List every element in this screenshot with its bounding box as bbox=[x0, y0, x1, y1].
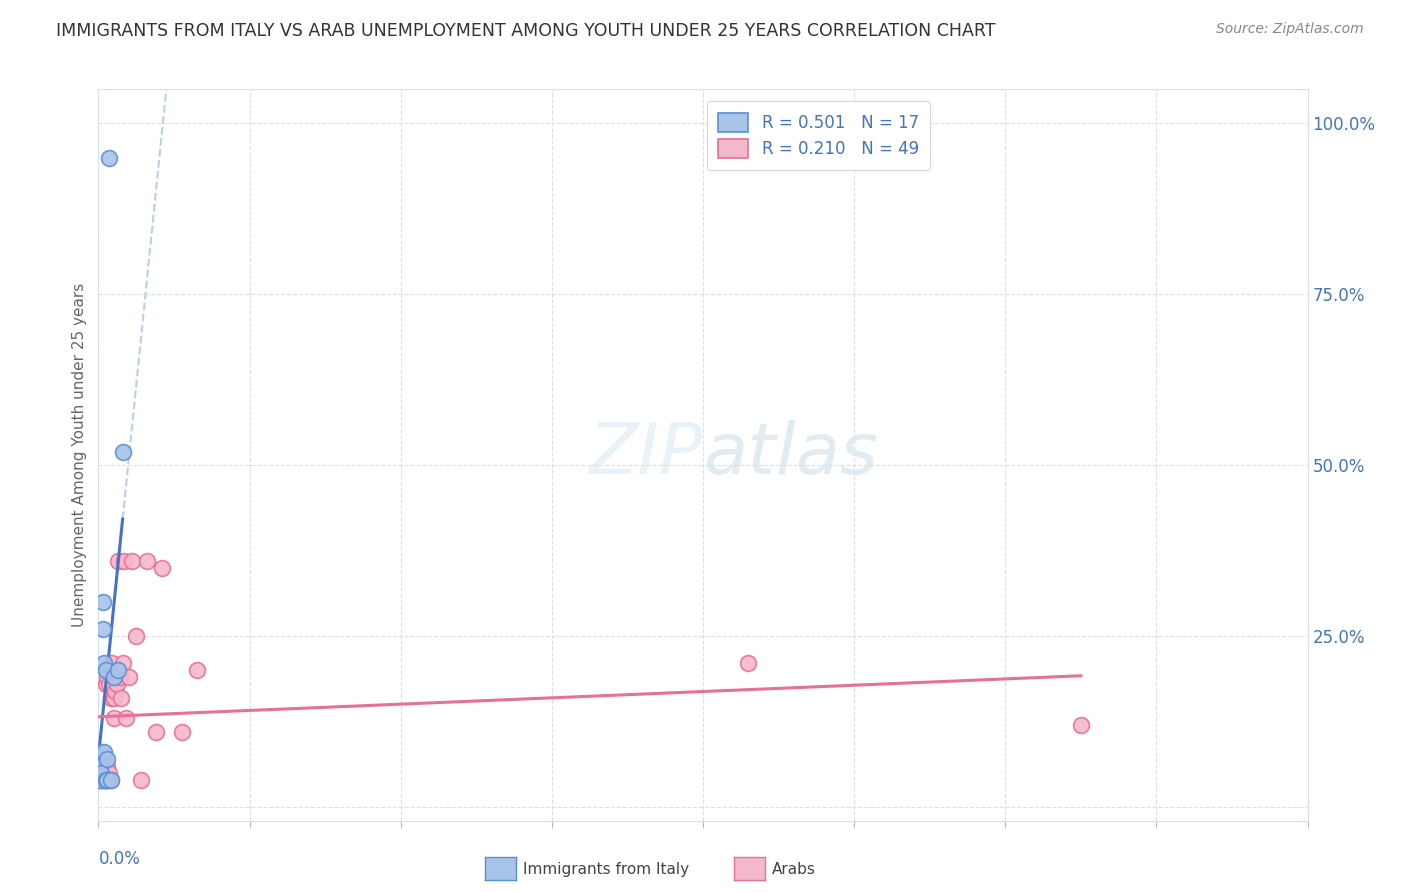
Point bbox=[96, 752, 118, 766]
Point bbox=[98, 677, 121, 691]
Point bbox=[90, 765, 112, 780]
Point bbox=[93, 759, 115, 773]
Point bbox=[90, 752, 112, 766]
Point bbox=[107, 554, 129, 568]
Point bbox=[111, 444, 134, 458]
Point bbox=[91, 622, 114, 636]
Point bbox=[91, 595, 114, 609]
Text: IMMIGRANTS FROM ITALY VS ARAB UNEMPLOYMENT AMONG YOUTH UNDER 25 YEARS CORRELATIO: IMMIGRANTS FROM ITALY VS ARAB UNEMPLOYME… bbox=[56, 22, 995, 40]
Text: Arabs: Arabs bbox=[772, 863, 815, 877]
Point bbox=[90, 772, 112, 787]
Point bbox=[100, 663, 122, 677]
Text: ZIP: ZIP bbox=[589, 420, 703, 490]
Point bbox=[89, 772, 111, 787]
Point bbox=[98, 765, 121, 780]
Point bbox=[96, 759, 118, 773]
Point bbox=[98, 151, 121, 165]
Point bbox=[93, 772, 115, 787]
Point bbox=[93, 765, 115, 780]
Point bbox=[737, 657, 759, 671]
Point bbox=[93, 745, 115, 759]
Point bbox=[94, 765, 117, 780]
Point bbox=[90, 745, 112, 759]
Point bbox=[96, 670, 118, 684]
Point bbox=[89, 759, 111, 773]
Point bbox=[108, 670, 131, 684]
Point bbox=[1070, 718, 1092, 732]
Point bbox=[94, 663, 117, 677]
Point bbox=[150, 560, 173, 574]
Point bbox=[114, 711, 136, 725]
Point bbox=[118, 670, 141, 684]
Point bbox=[135, 554, 157, 568]
Point bbox=[112, 554, 135, 568]
Point bbox=[170, 724, 193, 739]
Point bbox=[111, 657, 134, 671]
Point bbox=[100, 690, 122, 705]
Point bbox=[101, 657, 124, 671]
Point bbox=[107, 663, 129, 677]
Point bbox=[129, 772, 152, 787]
Point bbox=[91, 759, 114, 773]
Point bbox=[100, 772, 122, 787]
Point bbox=[103, 670, 125, 684]
Point bbox=[94, 677, 117, 691]
Point bbox=[96, 772, 118, 787]
Point bbox=[100, 772, 122, 787]
Point bbox=[94, 759, 117, 773]
Point bbox=[93, 657, 115, 671]
Point bbox=[89, 772, 111, 787]
Point bbox=[104, 683, 127, 698]
Point bbox=[125, 629, 148, 643]
Point bbox=[121, 554, 143, 568]
Text: 0.0%: 0.0% bbox=[98, 850, 141, 868]
Point bbox=[90, 759, 112, 773]
Point bbox=[91, 772, 114, 787]
Point bbox=[94, 772, 117, 787]
Y-axis label: Unemployment Among Youth under 25 years: Unemployment Among Youth under 25 years bbox=[72, 283, 87, 627]
Point bbox=[145, 724, 167, 739]
Legend: R = 0.501   N = 17, R = 0.210   N = 49: R = 0.501 N = 17, R = 0.210 N = 49 bbox=[707, 101, 931, 169]
Point bbox=[110, 690, 132, 705]
Point bbox=[103, 690, 125, 705]
Point bbox=[186, 663, 208, 677]
Point bbox=[89, 759, 111, 773]
Point bbox=[91, 765, 114, 780]
Point bbox=[94, 772, 117, 787]
Point bbox=[96, 772, 118, 787]
Text: atlas: atlas bbox=[703, 420, 877, 490]
Point bbox=[105, 677, 128, 691]
Point bbox=[91, 752, 114, 766]
Text: Immigrants from Italy: Immigrants from Italy bbox=[523, 863, 689, 877]
Point bbox=[89, 765, 111, 780]
Point bbox=[103, 711, 125, 725]
Point bbox=[90, 765, 112, 780]
Text: Source: ZipAtlas.com: Source: ZipAtlas.com bbox=[1216, 22, 1364, 37]
Point bbox=[93, 752, 115, 766]
